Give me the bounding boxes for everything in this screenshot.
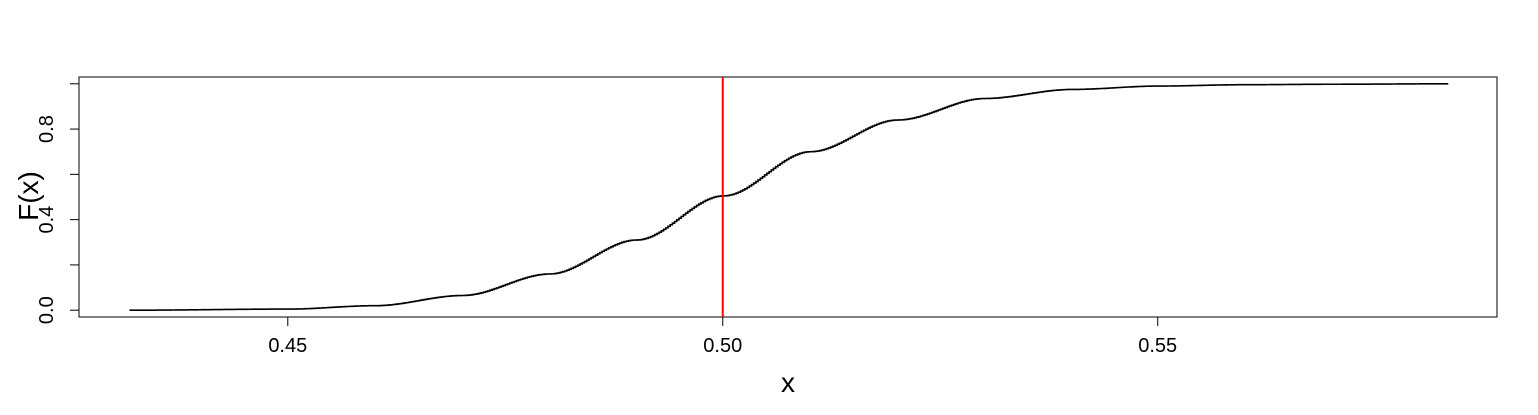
x-axis-title: x	[781, 367, 795, 398]
y-axis: 0.0 0.4 0.8	[36, 83, 80, 324]
x-tick-label: 0.50	[703, 335, 742, 357]
x-axis: 0.45 0.50 0.55	[268, 316, 1177, 357]
ecdf-series-line	[129, 82, 1449, 312]
y-tick-label: 0.8	[36, 115, 58, 143]
y-tick-label: 0.4	[36, 206, 58, 234]
plot-area	[129, 77, 1449, 317]
y-tick-label: 0.0	[36, 296, 58, 324]
x-tick-label: 0.45	[268, 335, 307, 357]
plot-frame	[78, 76, 1498, 318]
y-axis-title: F(x)	[13, 171, 44, 221]
x-tick-label: 0.55	[1138, 335, 1177, 357]
